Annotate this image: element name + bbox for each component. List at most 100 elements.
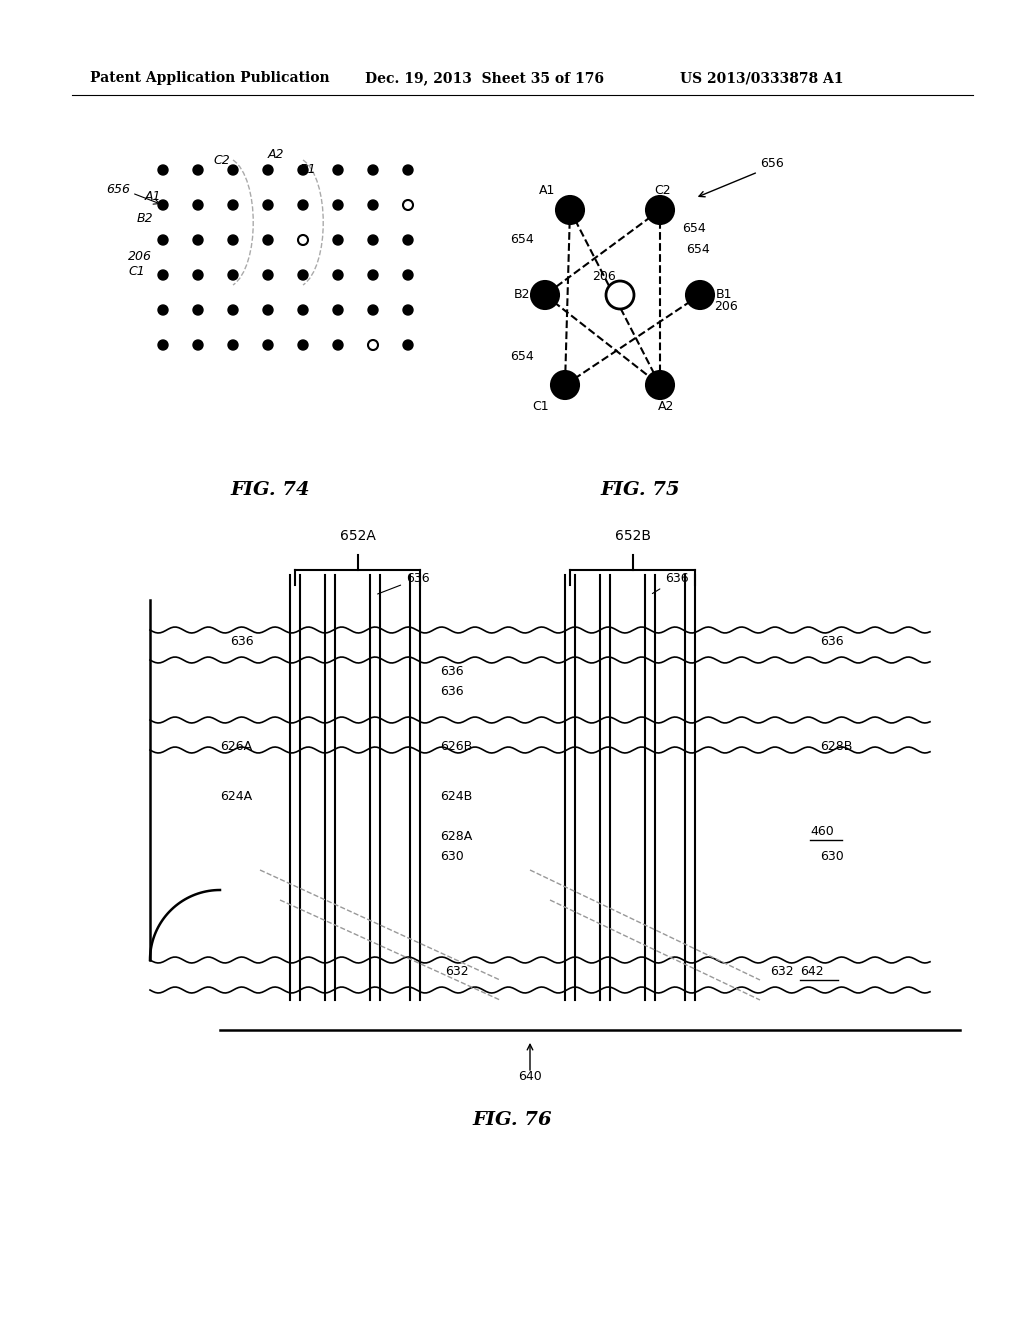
Text: 654: 654 xyxy=(510,350,534,363)
Circle shape xyxy=(263,201,273,210)
Text: 656: 656 xyxy=(106,183,130,195)
Text: 636: 636 xyxy=(652,572,688,594)
Text: 206: 206 xyxy=(592,271,615,282)
Text: 626B: 626B xyxy=(440,741,472,752)
Circle shape xyxy=(193,341,203,350)
Circle shape xyxy=(298,201,308,210)
Text: 630: 630 xyxy=(820,850,844,863)
Text: 652B: 652B xyxy=(614,529,650,543)
Circle shape xyxy=(298,235,308,246)
Circle shape xyxy=(158,201,168,210)
Circle shape xyxy=(606,281,634,309)
Text: 636: 636 xyxy=(230,635,254,648)
Text: C1: C1 xyxy=(128,265,144,279)
Circle shape xyxy=(368,235,378,246)
Text: 654: 654 xyxy=(510,234,534,246)
Circle shape xyxy=(193,165,203,176)
Circle shape xyxy=(193,305,203,315)
Text: 640: 640 xyxy=(518,1071,542,1082)
Circle shape xyxy=(158,271,168,280)
Text: 206: 206 xyxy=(714,300,737,313)
Text: A2: A2 xyxy=(268,148,285,161)
Text: Dec. 19, 2013  Sheet 35 of 176: Dec. 19, 2013 Sheet 35 of 176 xyxy=(365,71,604,84)
Text: A2: A2 xyxy=(658,400,675,413)
Circle shape xyxy=(228,305,238,315)
Circle shape xyxy=(158,305,168,315)
Text: 636: 636 xyxy=(440,685,464,698)
Circle shape xyxy=(263,271,273,280)
Text: 654: 654 xyxy=(686,243,710,256)
Text: 636: 636 xyxy=(378,572,430,594)
Text: 460: 460 xyxy=(810,825,834,838)
Circle shape xyxy=(556,195,584,224)
Text: B2: B2 xyxy=(513,289,530,301)
Text: C2: C2 xyxy=(213,154,229,168)
Circle shape xyxy=(403,201,413,210)
Text: FIG. 76: FIG. 76 xyxy=(472,1111,552,1129)
Circle shape xyxy=(228,341,238,350)
Text: Patent Application Publication: Patent Application Publication xyxy=(90,71,330,84)
Text: 642: 642 xyxy=(800,965,823,978)
Circle shape xyxy=(298,165,308,176)
Text: A1: A1 xyxy=(539,183,555,197)
Text: 626A: 626A xyxy=(220,741,252,752)
Circle shape xyxy=(646,195,674,224)
Circle shape xyxy=(368,165,378,176)
Circle shape xyxy=(333,305,343,315)
Text: 628A: 628A xyxy=(440,830,472,843)
Circle shape xyxy=(403,235,413,246)
Circle shape xyxy=(333,341,343,350)
Circle shape xyxy=(333,165,343,176)
Circle shape xyxy=(403,165,413,176)
Text: FIG. 75: FIG. 75 xyxy=(600,480,680,499)
Circle shape xyxy=(298,271,308,280)
Text: A1: A1 xyxy=(145,190,162,203)
Circle shape xyxy=(403,305,413,315)
Text: B2: B2 xyxy=(137,213,154,224)
Text: 636: 636 xyxy=(440,665,464,678)
Text: 632: 632 xyxy=(770,965,794,978)
Circle shape xyxy=(298,341,308,350)
Circle shape xyxy=(686,281,714,309)
Circle shape xyxy=(228,165,238,176)
Circle shape xyxy=(646,371,674,399)
Circle shape xyxy=(298,305,308,315)
Circle shape xyxy=(333,271,343,280)
Text: C2: C2 xyxy=(654,183,671,197)
Circle shape xyxy=(368,271,378,280)
Circle shape xyxy=(531,281,559,309)
Circle shape xyxy=(158,165,168,176)
Circle shape xyxy=(228,235,238,246)
Circle shape xyxy=(333,235,343,246)
Circle shape xyxy=(368,305,378,315)
Circle shape xyxy=(228,201,238,210)
Circle shape xyxy=(368,201,378,210)
Circle shape xyxy=(551,371,579,399)
Text: 624B: 624B xyxy=(440,789,472,803)
Text: 628B: 628B xyxy=(820,741,852,752)
Text: C1: C1 xyxy=(532,400,549,413)
Text: B1: B1 xyxy=(300,162,316,176)
Circle shape xyxy=(158,341,168,350)
Circle shape xyxy=(403,341,413,350)
Circle shape xyxy=(193,201,203,210)
Text: US 2013/0333878 A1: US 2013/0333878 A1 xyxy=(680,71,844,84)
Circle shape xyxy=(403,271,413,280)
Circle shape xyxy=(228,271,238,280)
Text: B1: B1 xyxy=(716,289,732,301)
Text: 656: 656 xyxy=(760,157,783,170)
Circle shape xyxy=(158,235,168,246)
Circle shape xyxy=(263,235,273,246)
Circle shape xyxy=(193,235,203,246)
Text: 206: 206 xyxy=(128,249,152,263)
Text: FIG. 74: FIG. 74 xyxy=(230,480,310,499)
Text: 632: 632 xyxy=(445,965,469,978)
Circle shape xyxy=(193,271,203,280)
Text: 630: 630 xyxy=(440,850,464,863)
Text: 652A: 652A xyxy=(340,529,376,543)
Text: 624A: 624A xyxy=(220,789,252,803)
Circle shape xyxy=(263,165,273,176)
Circle shape xyxy=(333,201,343,210)
Text: 636: 636 xyxy=(820,635,844,648)
Circle shape xyxy=(263,305,273,315)
